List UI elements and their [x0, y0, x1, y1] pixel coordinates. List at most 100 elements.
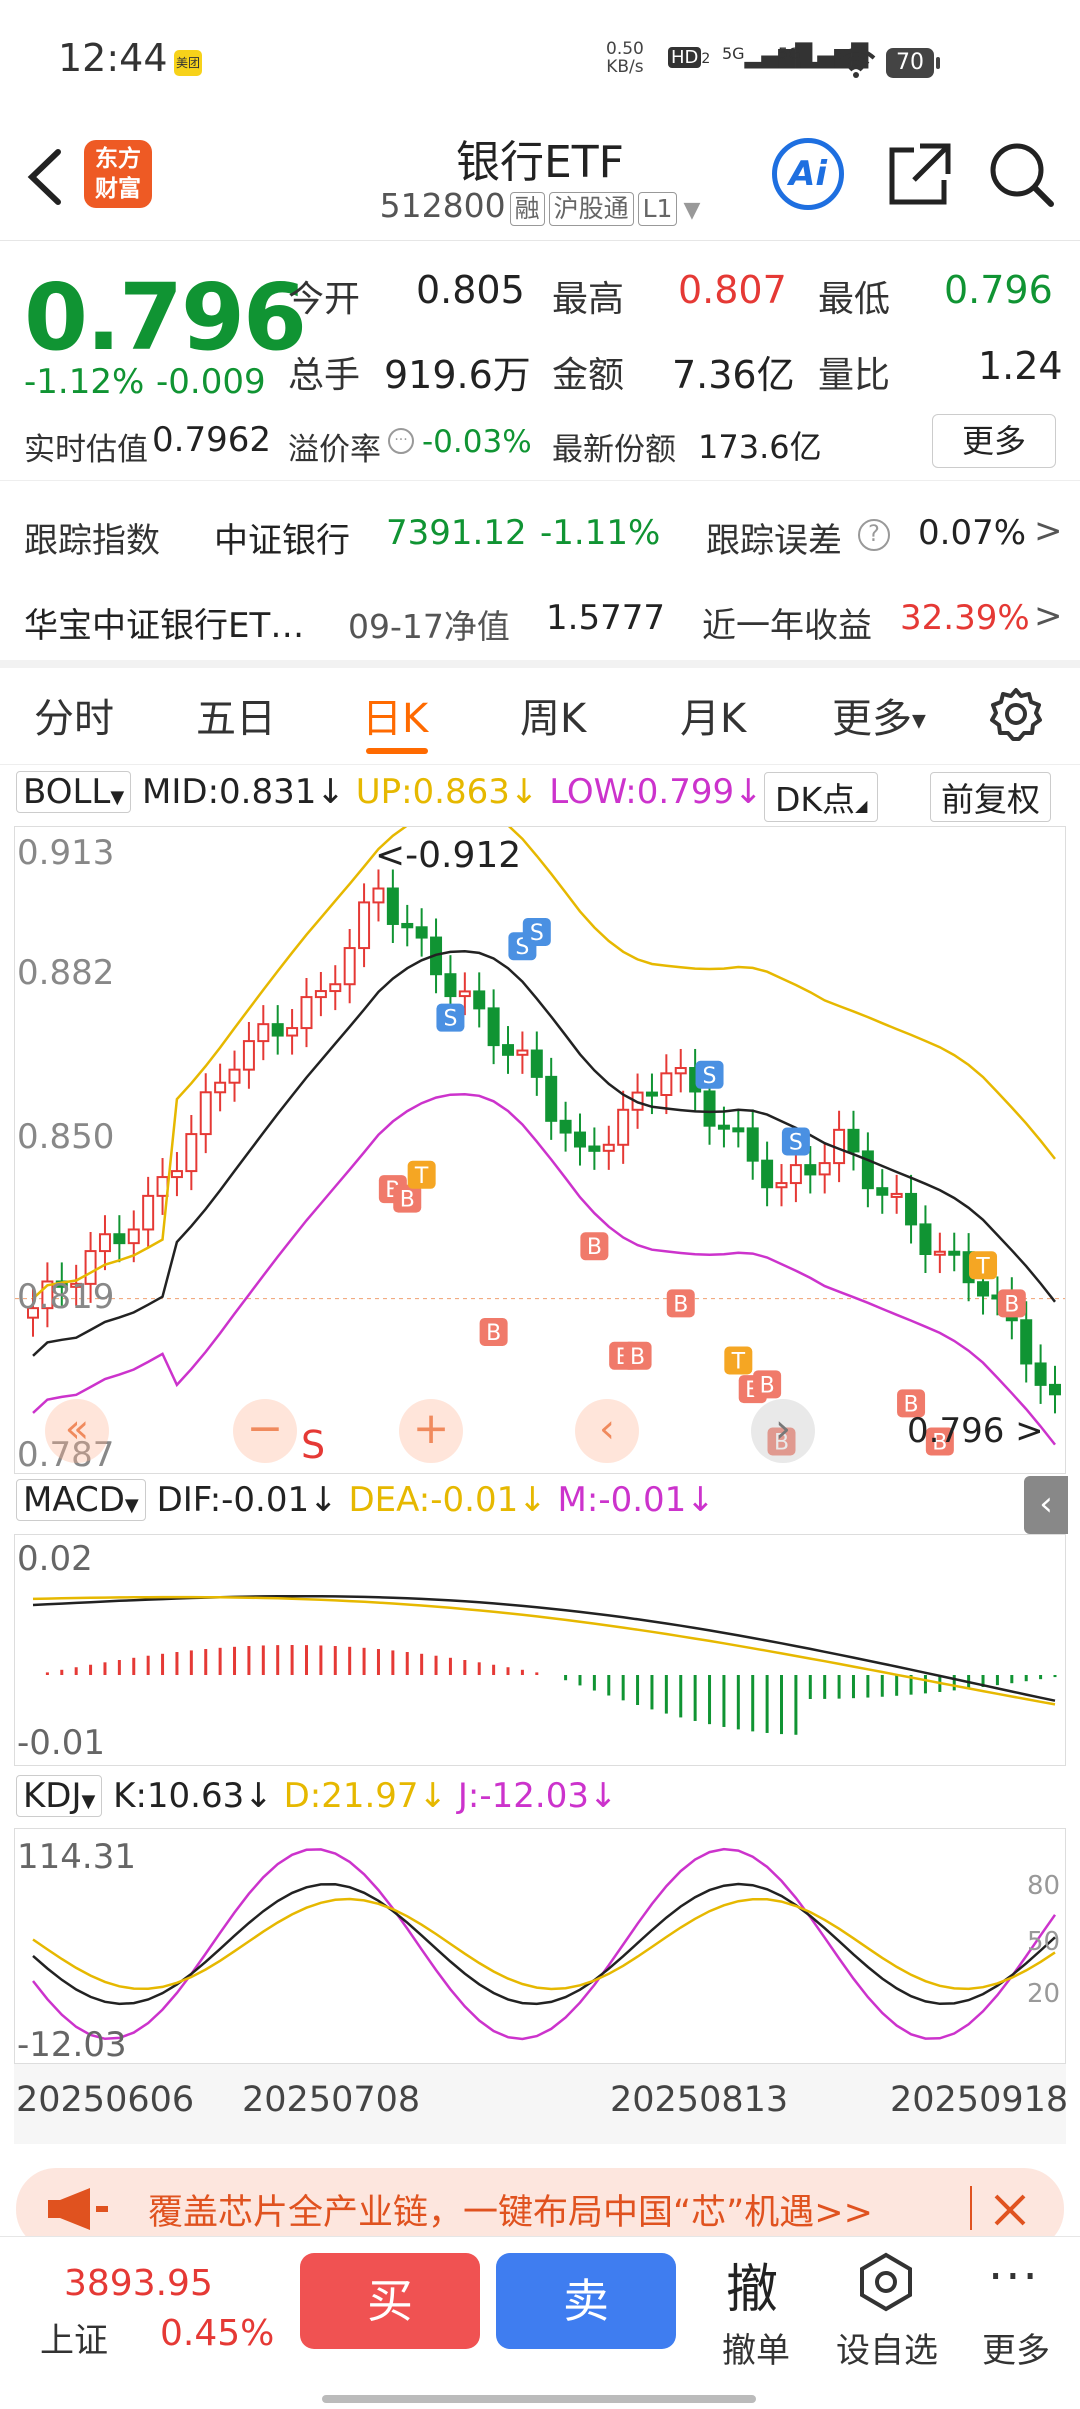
candle-body: [761, 1159, 774, 1189]
share-icon[interactable]: [884, 138, 954, 210]
sell-button[interactable]: 卖: [496, 2253, 676, 2349]
candle-body: [199, 1091, 212, 1136]
y-axis-label-2: 0.882: [17, 953, 115, 993]
signal-5g-icon-1: 5G▂▄▆█: [722, 44, 813, 69]
cancel-order-label[interactable]: 撤单: [722, 2331, 790, 2371]
signal-marker-text: S: [789, 1130, 803, 1155]
add-watchlist-icon[interactable]: [856, 2251, 916, 2313]
collapse-panel-icon[interactable]: ‹: [1024, 1476, 1068, 1534]
candle-body: [329, 983, 342, 993]
search-icon[interactable]: [985, 138, 1057, 210]
date-label-1: 20250606: [16, 2080, 195, 2120]
add-watchlist-label[interactable]: 设自选: [836, 2331, 938, 2371]
signal-marker-b: [767, 1427, 796, 1456]
boll-selector[interactable]: BOLL▼: [16, 771, 132, 813]
kdj-d: D:21.97: [283, 1776, 419, 1816]
kdj-selector[interactable]: KDJ▼: [16, 1775, 103, 1817]
ai-assistant-button[interactable]: Ai: [772, 138, 844, 210]
macd-selector[interactable]: MACD▼: [16, 1479, 146, 1521]
page-title: 银行ETF: [456, 137, 624, 188]
more-button[interactable]: 更多: [932, 414, 1056, 468]
minus-icon[interactable]: −: [233, 1399, 297, 1463]
sig1-label: 5G: [722, 44, 745, 63]
candle-body: [977, 1281, 990, 1297]
chart-tabs: 分时 五日 日K 周K 月K 更多▼: [0, 668, 1080, 765]
buy-button[interactable]: 买: [300, 2253, 480, 2349]
back-arrow-icon[interactable]: [20, 142, 70, 212]
change-percent: -1.12%: [24, 362, 145, 402]
info-dots-icon[interactable]: ···: [388, 428, 414, 454]
gear-icon[interactable]: [988, 686, 1044, 742]
tab-monthly-k[interactable]: 月K: [680, 696, 747, 742]
signal-marker-b: [580, 1232, 609, 1261]
tab-more[interactable]: 更多▼: [832, 686, 926, 744]
tab-intraday[interactable]: 分时: [34, 696, 114, 742]
candle-body: [559, 1119, 572, 1134]
open-value: 0.805: [416, 268, 525, 312]
macd-chart[interactable]: 0.02 -0.01: [14, 1534, 1066, 1766]
macd-name: MACD: [23, 1480, 125, 1520]
app-logo: 东方 财富: [84, 140, 152, 208]
boll-mid-line: [32, 950, 1056, 1357]
help-icon[interactable]: ?: [858, 519, 890, 551]
candle-body: [257, 1023, 270, 1043]
tab-daily-k[interactable]: 日K: [362, 696, 429, 742]
candle-body: [242, 1040, 255, 1071]
speed-unit: KB/s: [606, 57, 644, 77]
kdj-caret-icon: ▼: [81, 1791, 96, 1812]
dk-point-button[interactable]: DK点◢: [764, 772, 879, 822]
volume-label: 总手: [288, 355, 361, 396]
cancel-order-icon[interactable]: 撤: [726, 2260, 779, 2320]
kdj-name: KDJ: [23, 1776, 82, 1816]
candle-body: [890, 1192, 903, 1198]
more-dots-icon[interactable]: ···: [988, 2249, 1040, 2305]
signal-marker-text: T: [731, 1350, 746, 1375]
fund-row[interactable]: 华宝中证银行ET… 09-17净值 1.5777 近一年收益 32.39% >: [0, 582, 1080, 658]
est-value: 0.7962: [152, 420, 271, 460]
more-label[interactable]: 更多: [982, 2331, 1050, 2371]
candle-body: [343, 947, 356, 986]
macd-dea: DEA:-0.01: [348, 1480, 519, 1520]
home-indicator: [322, 2395, 756, 2403]
tab-more-caret-icon: ▼: [912, 710, 926, 732]
status-time: 12:44: [58, 36, 168, 80]
kdj-chart[interactable]: 114.31 -12.03 80 50 20: [14, 1828, 1066, 2065]
banner-separator: [970, 2186, 972, 2230]
tracking-row[interactable]: 跟踪指数 中证银行 7391.12 -1.11% 跟踪误差 ? 0.07% >: [0, 480, 1080, 583]
signal-marker-t: [969, 1251, 998, 1280]
candle-body: [41, 1280, 54, 1310]
kdj-level-80: 80: [1027, 1871, 1061, 1901]
bottom-bar: 3893.95 上证 0.45% 买 卖 撤 撤单 设自选 ··· 更多: [0, 2236, 1080, 2409]
chevron-left-icon[interactable]: ‹: [575, 1399, 639, 1463]
adjust-button[interactable]: 前复权: [930, 772, 1051, 822]
est-label: 实时估值: [24, 432, 148, 468]
open-label: 今开: [288, 279, 361, 320]
nav-label: 09-17净值: [348, 607, 510, 646]
signal-marker-text: B: [1004, 1292, 1019, 1317]
signal-marker-text: B: [932, 1430, 947, 1455]
signal-marker-text: B: [904, 1392, 919, 1417]
macd-y-top: 0.02: [17, 1539, 93, 1579]
stock-code-row[interactable]: 512800 融沪股通 L1 ▼: [0, 186, 1080, 226]
y-axis-label-5: 0.787: [17, 1435, 115, 1475]
signal-marker-text: B: [774, 1430, 789, 1455]
plus-icon[interactable]: +: [399, 1399, 463, 1463]
macd-caret-icon: ▼: [124, 1495, 139, 1516]
candle-body: [732, 1127, 745, 1133]
shares-label: 最新份额: [552, 432, 676, 468]
down-arrow-icon: ↓: [588, 1776, 618, 1816]
max-price-note: <-0.912: [375, 835, 522, 876]
candle-body: [847, 1128, 860, 1153]
boll-low: LOW:0.799: [549, 772, 735, 812]
candle-body: [1034, 1362, 1047, 1386]
candle-body: [703, 1090, 716, 1127]
app-notification-icon: 美团: [174, 50, 202, 76]
tab-five-day[interactable]: 五日: [196, 696, 276, 742]
tab-weekly-k[interactable]: 周K: [520, 696, 587, 742]
close-icon[interactable]: [990, 2190, 1030, 2230]
signal-marker-s: [436, 1003, 465, 1032]
double-chevron-left-icon[interactable]: «: [45, 1399, 109, 1463]
amount-label: 金额: [552, 355, 625, 396]
chevron-right-icon[interactable]: ›: [751, 1399, 815, 1463]
